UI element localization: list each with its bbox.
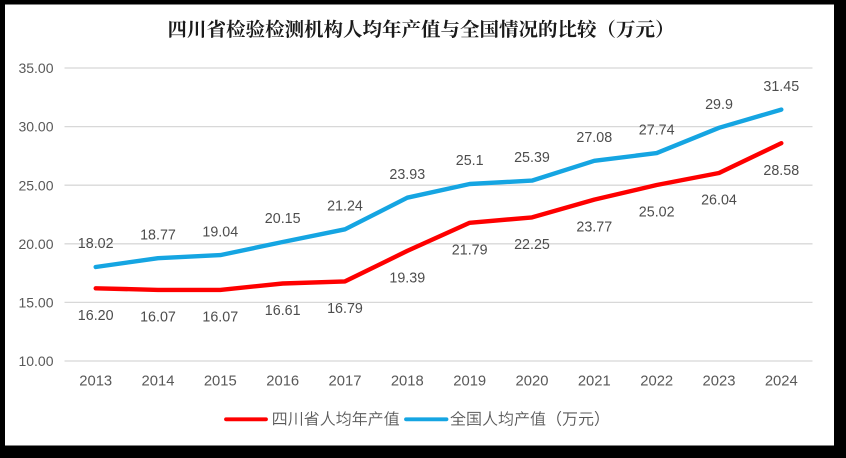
svg-text:16.79: 16.79	[327, 301, 363, 317]
svg-text:2020: 2020	[516, 374, 549, 390]
svg-text:2014: 2014	[142, 374, 175, 390]
svg-text:19.39: 19.39	[389, 271, 425, 287]
svg-text:19.04: 19.04	[202, 224, 238, 240]
svg-text:20.15: 20.15	[265, 211, 301, 227]
svg-text:16.61: 16.61	[265, 303, 301, 319]
svg-text:22.25: 22.25	[514, 237, 550, 253]
svg-text:27.74: 27.74	[639, 122, 675, 138]
svg-text:2013: 2013	[79, 374, 112, 390]
svg-text:2016: 2016	[266, 374, 299, 390]
svg-text:23.93: 23.93	[389, 167, 425, 183]
svg-text:26.04: 26.04	[701, 193, 737, 209]
svg-text:25.1: 25.1	[456, 153, 484, 169]
svg-text:2018: 2018	[391, 374, 424, 390]
svg-text:31.45: 31.45	[763, 79, 799, 95]
svg-text:35.00: 35.00	[18, 60, 53, 76]
svg-text:25.39: 25.39	[514, 150, 550, 166]
svg-text:2024: 2024	[765, 374, 798, 390]
svg-text:10.00: 10.00	[18, 353, 53, 369]
svg-text:25.02: 25.02	[639, 205, 675, 221]
svg-text:16.07: 16.07	[140, 310, 176, 326]
svg-text:2023: 2023	[703, 374, 736, 390]
svg-text:2017: 2017	[329, 374, 362, 390]
svg-text:30.00: 30.00	[18, 119, 53, 135]
svg-text:28.58: 28.58	[763, 163, 799, 179]
svg-text:21.79: 21.79	[452, 243, 488, 259]
svg-text:21.24: 21.24	[327, 199, 363, 215]
svg-text:2021: 2021	[578, 374, 611, 390]
svg-text:23.77: 23.77	[576, 219, 612, 235]
svg-text:18.77: 18.77	[140, 227, 176, 243]
svg-text:16.07: 16.07	[202, 310, 238, 326]
svg-text:2022: 2022	[640, 374, 673, 390]
svg-text:18.02: 18.02	[78, 236, 114, 252]
svg-text:16.20: 16.20	[78, 308, 114, 324]
svg-text:15.00: 15.00	[18, 295, 53, 311]
svg-text:2019: 2019	[453, 374, 486, 390]
svg-text:29.9: 29.9	[705, 97, 733, 113]
svg-text:25.00: 25.00	[18, 177, 53, 193]
svg-text:20.00: 20.00	[18, 236, 53, 252]
svg-text:27.08: 27.08	[576, 130, 612, 146]
svg-text:2015: 2015	[204, 374, 237, 390]
